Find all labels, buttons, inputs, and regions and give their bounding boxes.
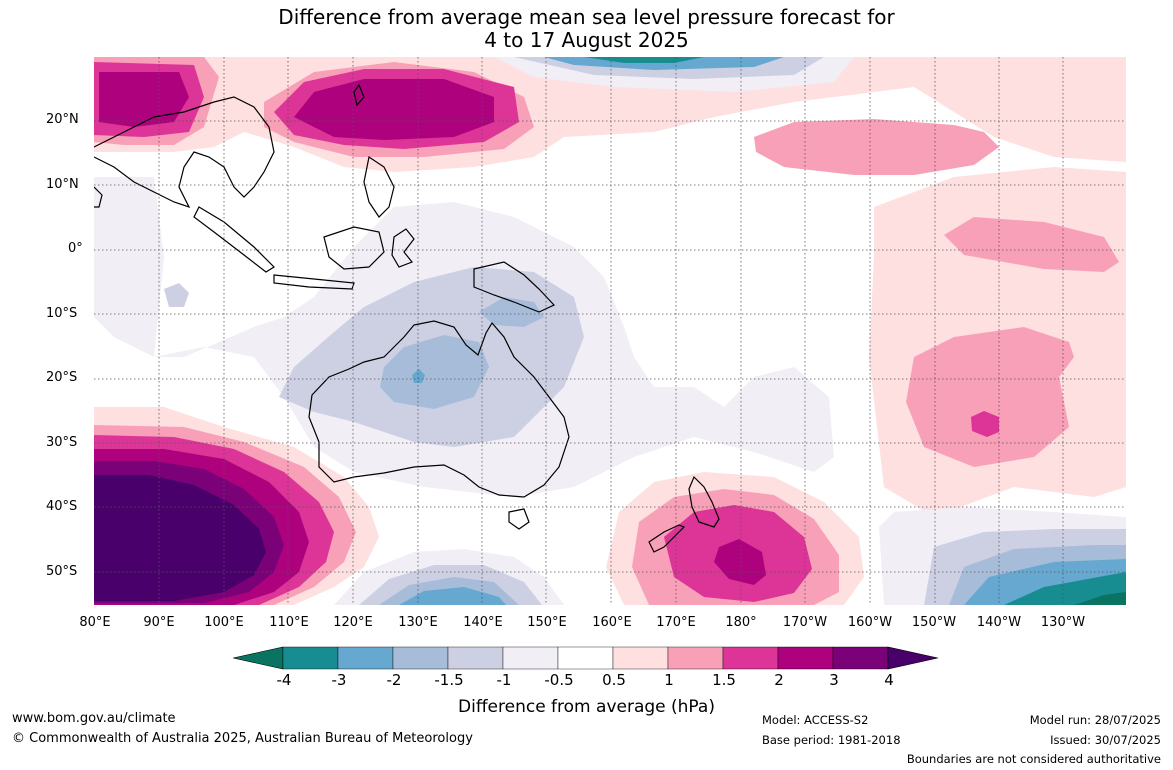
model-name: Model: ACCESS-S2 bbox=[762, 713, 869, 727]
lon-label-170w: 170°W bbox=[782, 615, 828, 630]
colorbar-swatch bbox=[722, 646, 779, 670]
contour-pos-0.5-north-pacific bbox=[394, 57, 1126, 162]
colorbar-extend-low bbox=[233, 646, 284, 670]
borneo-coastline bbox=[323, 226, 385, 270]
asia-mainland-coastline bbox=[94, 96, 275, 209]
contour-pos-2-nz bbox=[714, 539, 766, 585]
model-run: Model run: 28/07/2025 bbox=[1029, 713, 1161, 727]
lon-label-140w: 140°W bbox=[976, 615, 1022, 630]
colorbar-swatch bbox=[502, 646, 559, 670]
lat-label-20n: 20°N bbox=[46, 112, 79, 127]
lat-label-10n: 10°N bbox=[46, 177, 79, 192]
lon-label-170e: 170°E bbox=[656, 615, 696, 630]
contour-pos-2-asia bbox=[99, 72, 494, 140]
colorbar-swatch bbox=[832, 646, 889, 670]
lon-label-120e: 120°E bbox=[333, 615, 373, 630]
lat-label-10s: 10°S bbox=[46, 306, 78, 321]
contour-pos-1-pacific-south bbox=[906, 327, 1074, 467]
lat-label-30s: 30°S bbox=[46, 435, 78, 450]
contour-neg-2-north bbox=[544, 57, 784, 70]
sri-lanka-coastline bbox=[94, 186, 103, 208]
colorbar-extend-high bbox=[887, 646, 939, 670]
contour-neg-4-southeast bbox=[1074, 592, 1126, 605]
colorbar-tick: -1.5 bbox=[434, 671, 464, 689]
colorbar-tick: -2 bbox=[386, 671, 402, 689]
lon-label-150e: 150°E bbox=[527, 615, 567, 630]
contour-neg-1-small bbox=[164, 283, 189, 307]
lon-label-100e: 100°E bbox=[204, 615, 244, 630]
colorbar-swatch bbox=[612, 646, 669, 670]
colorbar-label: Difference from average (hPa) bbox=[458, 697, 715, 717]
lon-label-130e: 130°E bbox=[398, 615, 438, 630]
colorbar-swatch bbox=[667, 646, 724, 670]
lat-label-0: 0° bbox=[68, 241, 83, 256]
contour-pos-1-pacific-east bbox=[944, 217, 1119, 272]
colorbar-tick: 0.5 bbox=[602, 671, 626, 689]
coastlines bbox=[94, 83, 720, 553]
lat-label-40s: 40°S bbox=[46, 499, 78, 514]
contour-neg-2-australia bbox=[412, 369, 425, 383]
pressure-anomaly-map bbox=[94, 57, 1126, 605]
new-guinea-coastline bbox=[473, 261, 556, 313]
contour-pos-1.5-pacific-south bbox=[971, 411, 999, 437]
colorbar-tick: 4 bbox=[884, 671, 894, 689]
contour-neg-3-north bbox=[584, 57, 704, 63]
australia-coastline bbox=[308, 320, 570, 498]
chart-title-line1: Difference from average mean sea level p… bbox=[278, 5, 895, 29]
copyright: © Commonwealth of Australia 2025, Austra… bbox=[12, 731, 473, 746]
taiwan-coastline bbox=[353, 83, 365, 107]
lon-label-160e: 160°E bbox=[592, 615, 632, 630]
colorbar-tick: 1 bbox=[664, 671, 674, 689]
colorbar-swatch bbox=[392, 646, 449, 670]
sulawesi-coastline bbox=[391, 228, 415, 268]
colorbar-tick: -4 bbox=[276, 671, 292, 689]
lon-label-110e: 110°E bbox=[269, 615, 309, 630]
colorbar-swatch bbox=[777, 646, 834, 670]
lon-label-180: 180° bbox=[725, 615, 757, 630]
website-link[interactable]: www.bom.gov.au/climate bbox=[12, 711, 176, 726]
philippines-coastline bbox=[363, 156, 395, 218]
issued-date: Issued: 30/07/2025 bbox=[1050, 733, 1161, 747]
base-period: Base period: 1981-2018 bbox=[762, 733, 901, 747]
disclaimer: Boundaries are not considered authoritat… bbox=[906, 752, 1161, 766]
contour-neg-2-south bbox=[399, 587, 506, 605]
contour-pos-4-southwest bbox=[94, 475, 266, 601]
lon-label-150w: 150°W bbox=[911, 615, 957, 630]
contour-neg-3-southeast bbox=[1004, 572, 1126, 605]
colorbar-tick: -3 bbox=[331, 671, 347, 689]
colorbar-tick: -1 bbox=[496, 671, 512, 689]
colorbar-swatch bbox=[447, 646, 504, 670]
new-zealand-coastline bbox=[648, 475, 720, 553]
lon-label-160w: 160°W bbox=[847, 615, 893, 630]
colorbar-swatch bbox=[557, 646, 614, 670]
graticule bbox=[94, 57, 1126, 605]
colorbar-tick: 3 bbox=[829, 671, 839, 689]
tasmania-coastline bbox=[508, 508, 530, 530]
colorbar bbox=[233, 646, 939, 670]
lon-label-130w: 130°W bbox=[1040, 615, 1086, 630]
colorbar-tick: 2 bbox=[774, 671, 784, 689]
chart-title-line2: 4 to 17 August 2025 bbox=[484, 28, 689, 52]
java-coastline bbox=[273, 274, 355, 290]
lon-label-90e: 90°E bbox=[143, 615, 175, 630]
colorbar-swatch bbox=[282, 646, 339, 670]
colorbar-tick: -0.5 bbox=[544, 671, 574, 689]
lat-label-50s: 50°S bbox=[46, 564, 78, 579]
sumatra-coastline bbox=[193, 206, 275, 273]
colorbar-tick: 1.5 bbox=[712, 671, 736, 689]
lat-label-20s: 20°S bbox=[46, 370, 78, 385]
colorbar-swatch bbox=[337, 646, 394, 670]
lon-label-140e: 140°E bbox=[463, 615, 503, 630]
contour-pos-1-pacific-north bbox=[754, 119, 999, 175]
lon-label-80e: 80°E bbox=[79, 615, 111, 630]
